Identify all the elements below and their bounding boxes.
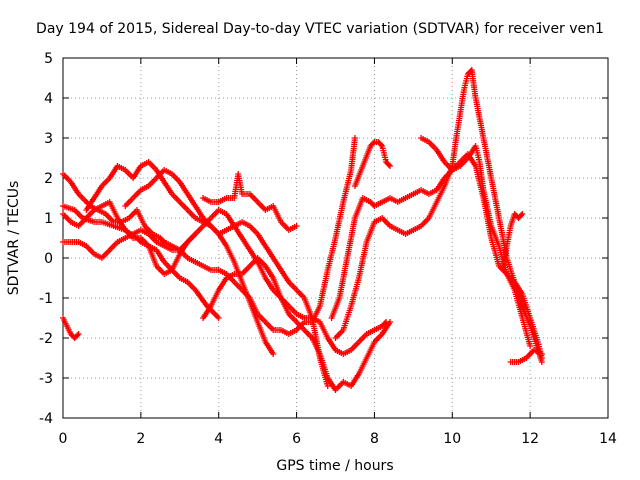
series-track-14 <box>499 211 526 269</box>
series-track-10 <box>332 67 545 365</box>
series-track-7 <box>200 171 300 233</box>
series-track-4 <box>60 207 390 357</box>
y-tick-label: -4 <box>39 411 53 427</box>
series-track-13 <box>507 347 545 365</box>
x-tick-label: 8 <box>370 431 379 447</box>
x-tick-label: 14 <box>599 431 617 447</box>
y-tick-label: 3 <box>44 131 53 147</box>
series-track-8 <box>200 255 393 393</box>
series-track-15 <box>60 315 82 341</box>
x-tick-label: 2 <box>136 431 145 447</box>
y-tick-label: 5 <box>44 51 53 67</box>
plus-markers <box>352 139 393 189</box>
plus-markers <box>200 255 393 393</box>
plus-markers <box>499 211 526 269</box>
x-tick-label: 12 <box>521 431 539 447</box>
y-tick-label: -2 <box>39 331 53 347</box>
series-track-3 <box>60 135 358 337</box>
series-track-11 <box>352 139 393 189</box>
plus-markers <box>332 67 545 365</box>
plus-markers <box>60 315 82 341</box>
y-tick-labels: -4 -3 -2 -1 0 1 2 3 4 5 <box>39 51 53 427</box>
plus-markers <box>200 171 300 233</box>
plus-markers <box>60 135 358 337</box>
plot-frame <box>62 57 609 419</box>
y-tick-label: -3 <box>39 371 53 387</box>
plus-markers <box>507 347 545 365</box>
x-tick-label: 6 <box>292 431 301 447</box>
y-axis-label: SDTVAR / TECUs <box>6 181 22 296</box>
y-tick-label: 1 <box>44 211 53 227</box>
y-tick-label: 4 <box>44 91 53 107</box>
chart-title: Day 194 of 2015, Sidereal Day-to-day VTE… <box>36 21 604 37</box>
series-layer <box>60 67 545 393</box>
x-tick-labels: 0 2 4 6 8 10 12 14 <box>59 431 617 447</box>
x-tick-label: 10 <box>443 431 461 447</box>
x-axis-label: GPS time / hours <box>276 458 393 474</box>
y-tick-label: -1 <box>39 291 53 307</box>
x-tick-label: 4 <box>214 431 223 447</box>
y-tick-label: 0 <box>44 251 53 267</box>
y-tick-label: 2 <box>44 171 53 187</box>
plus-markers <box>60 207 390 357</box>
x-tick-label: 0 <box>59 431 68 447</box>
